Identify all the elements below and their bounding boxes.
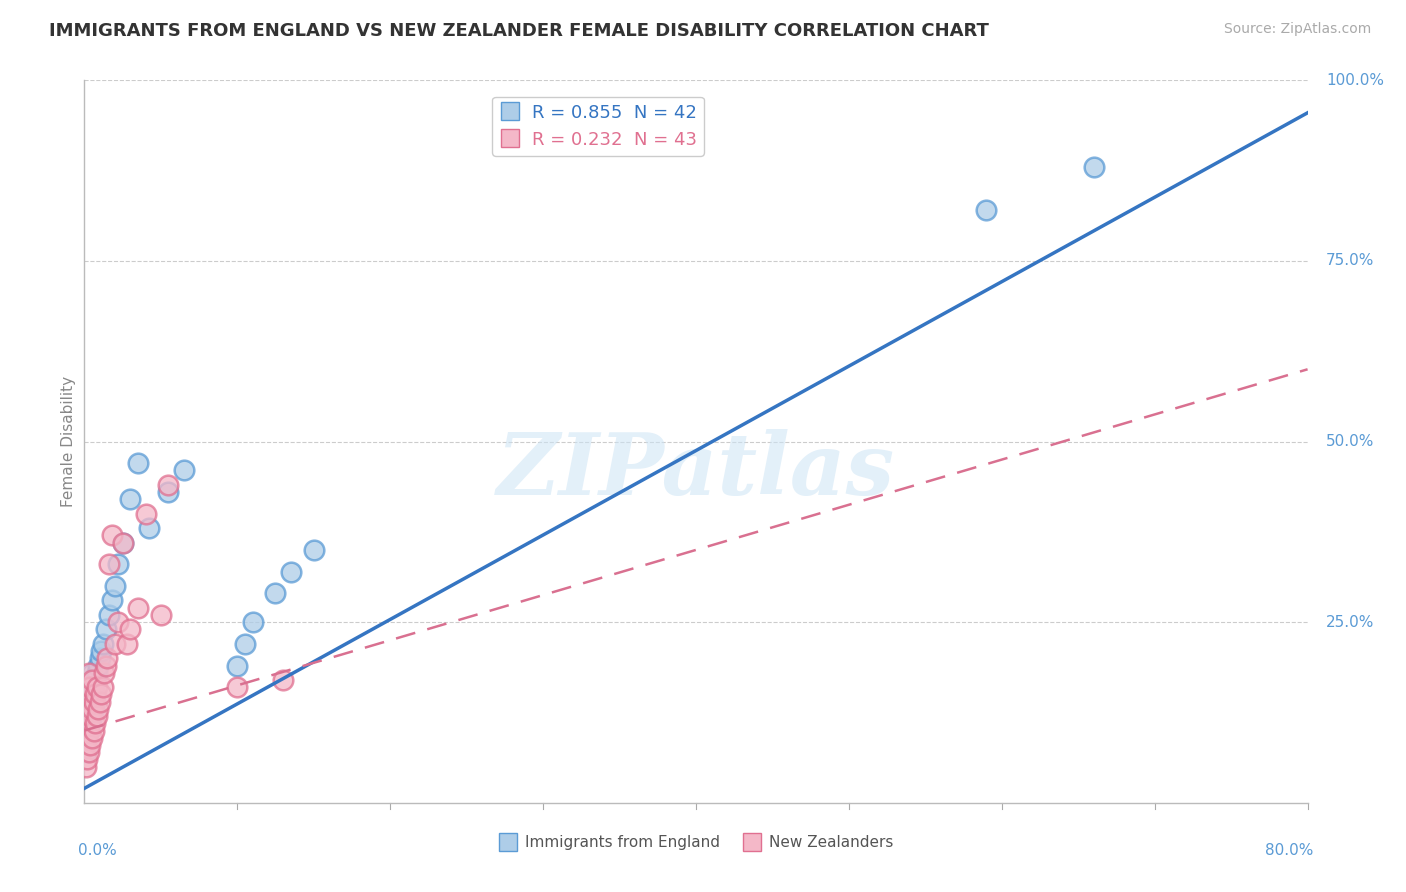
Point: [157, 485, 180, 500]
Point: [120, 623, 142, 637]
Point: [264, 586, 287, 600]
Point: [80, 687, 103, 701]
Point: [79, 680, 101, 694]
Point: [115, 637, 138, 651]
Text: 25.0%: 25.0%: [1326, 615, 1374, 630]
Point: [76, 752, 98, 766]
Point: [91, 680, 114, 694]
Point: [87, 658, 110, 673]
Point: [226, 658, 249, 673]
Point: [233, 637, 256, 651]
Text: 50.0%: 50.0%: [1326, 434, 1374, 449]
Text: 75.0%: 75.0%: [1326, 253, 1374, 268]
Point: [80, 702, 103, 716]
Point: [101, 593, 124, 607]
Point: [75, 745, 97, 759]
Point: [83, 695, 105, 709]
Point: [76, 695, 98, 709]
Text: 80.0%: 80.0%: [1265, 843, 1313, 857]
Point: [90, 644, 112, 658]
Point: [77, 723, 100, 738]
Point: [76, 731, 98, 745]
Point: [111, 535, 134, 549]
Point: [976, 203, 998, 218]
Point: [157, 478, 180, 492]
Point: [76, 709, 98, 723]
Y-axis label: Female Disability: Female Disability: [60, 376, 76, 508]
Point: [84, 716, 107, 731]
Point: [77, 723, 100, 738]
Point: [83, 702, 105, 716]
Point: [77, 665, 100, 680]
Point: [149, 607, 172, 622]
Point: [226, 680, 249, 694]
Point: [94, 623, 117, 637]
Point: [120, 492, 142, 507]
Point: [91, 637, 114, 651]
Point: [84, 673, 107, 687]
Point: [79, 673, 101, 687]
Point: [111, 535, 134, 549]
Point: [79, 709, 101, 723]
Point: [89, 695, 111, 709]
Point: [87, 702, 110, 716]
Point: [79, 695, 101, 709]
Point: [84, 695, 107, 709]
Point: [79, 716, 101, 731]
Point: [76, 702, 98, 716]
Point: [79, 738, 101, 752]
Point: [76, 680, 98, 694]
Point: [173, 463, 195, 477]
Point: [86, 709, 108, 723]
Point: [104, 637, 127, 651]
Point: [135, 507, 157, 521]
Point: [80, 673, 103, 687]
Point: [75, 738, 97, 752]
Point: [75, 709, 97, 723]
Text: IMMIGRANTS FROM ENGLAND VS NEW ZEALANDER FEMALE DISABILITY CORRELATION CHART: IMMIGRANTS FROM ENGLAND VS NEW ZEALANDER…: [49, 22, 988, 40]
Point: [80, 665, 103, 680]
Point: [1083, 160, 1105, 174]
Point: [76, 731, 98, 745]
Point: [127, 600, 149, 615]
Point: [77, 745, 100, 759]
Point: [107, 558, 129, 572]
Legend: Immigrants from England, New Zealanders: Immigrants from England, New Zealanders: [492, 830, 900, 856]
Point: [80, 709, 103, 723]
Point: [89, 651, 111, 665]
Point: [93, 665, 115, 680]
Point: [96, 651, 118, 665]
Point: [77, 695, 100, 709]
Point: [138, 521, 160, 535]
Text: 100.0%: 100.0%: [1326, 73, 1384, 87]
Point: [97, 558, 120, 572]
Point: [86, 665, 108, 680]
Point: [75, 760, 97, 774]
Point: [280, 565, 302, 579]
Point: [84, 687, 107, 701]
Text: 0.0%: 0.0%: [79, 843, 117, 857]
Point: [271, 673, 294, 687]
Point: [83, 723, 105, 738]
Point: [242, 615, 264, 630]
Text: Source: ZipAtlas.com: Source: ZipAtlas.com: [1223, 22, 1371, 37]
Point: [104, 579, 127, 593]
Point: [101, 528, 124, 542]
Point: [127, 456, 149, 470]
Point: [97, 607, 120, 622]
Point: [80, 731, 103, 745]
Point: [77, 702, 100, 716]
Point: [90, 687, 112, 701]
Text: ZIPatlas: ZIPatlas: [496, 429, 896, 512]
Point: [107, 615, 129, 630]
Point: [302, 542, 325, 557]
Point: [75, 723, 97, 738]
Point: [77, 680, 100, 694]
Point: [83, 680, 105, 694]
Point: [94, 658, 117, 673]
Point: [86, 680, 108, 694]
